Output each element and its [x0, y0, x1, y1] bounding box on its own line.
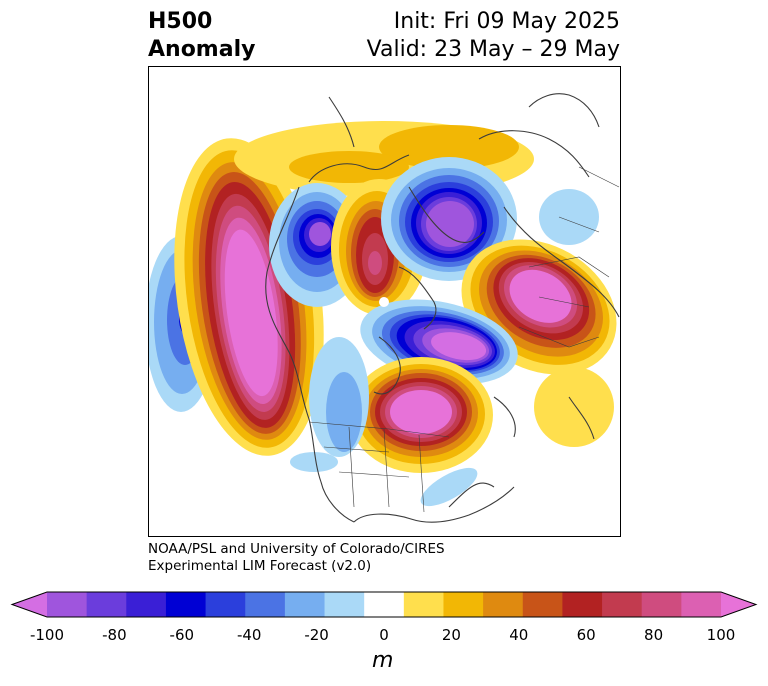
tick-label: 40 [509, 626, 529, 644]
colorbar-bin [245, 592, 286, 617]
colorbar-bin [681, 592, 722, 617]
colorbar-bin [86, 592, 127, 617]
political-borders [308, 166, 620, 513]
tick-label: -60 [169, 626, 195, 644]
colorbar-unit: m [372, 648, 394, 673]
tick-label: 60 [576, 626, 596, 644]
coastlines [265, 93, 620, 523]
colorbar-bin [522, 592, 563, 617]
colorbar-bin [364, 592, 405, 617]
credit-line-1: NOAA/PSL and University of Colorado/CIRE… [148, 541, 445, 557]
colorbar-outline [10, 591, 758, 618]
colorbar-ticks: -100 -80 -60 -40 -20 0 20 40 60 80 100 [0, 626, 768, 646]
anomaly-low-greenland [381, 157, 517, 281]
anomaly-high-atlantic [349, 357, 493, 473]
colorbar-bin [324, 592, 365, 617]
colorbar-bin [602, 592, 643, 617]
anomaly-high-tail [534, 367, 614, 447]
anomaly-low-fringe [539, 189, 599, 245]
colorbar-bin [443, 592, 484, 617]
colorbar-bin [483, 592, 524, 617]
tick-label: 80 [644, 626, 664, 644]
colorbar-bin [641, 592, 682, 617]
colorbar-bin [47, 592, 88, 617]
tick-label: 100 [706, 626, 736, 644]
tick-label: 0 [379, 626, 389, 644]
colorbar-bin [403, 592, 444, 617]
anomaly-map [148, 66, 621, 537]
title-type: Anomaly [148, 37, 256, 62]
colorbar-bin [126, 592, 167, 617]
credit-line-2: Experimental LIM Forecast (v2.0) [148, 558, 372, 574]
tick-label: -40 [236, 626, 262, 644]
colorbar-bin [562, 592, 603, 617]
valid-range: Valid: 23 May – 29 May [366, 37, 620, 62]
colorbar [10, 591, 758, 618]
init-date: Init: Fri 09 May 2025 [393, 9, 620, 34]
tick-label: -20 [304, 626, 329, 644]
colorbar-extend-high [721, 592, 756, 617]
chart-title: H500 Anomaly [148, 8, 255, 64]
tick-label: -80 [102, 626, 127, 644]
credit-text: NOAA/PSL and University of Colorado/CIRE… [148, 541, 445, 575]
colorbar-bin [284, 592, 326, 617]
pole-marker [379, 297, 389, 307]
colorbar-bin [205, 592, 246, 617]
colorbar-extend-low [12, 592, 47, 617]
tick-label: 20 [441, 626, 461, 644]
title-variable: H500 [148, 9, 213, 34]
map-canvas [149, 93, 620, 523]
forecast-dates: Init: Fri 09 May 2025 Valid: 23 May – 29… [367, 8, 620, 64]
colorbar-bin [165, 592, 207, 617]
tick-label: -100 [29, 626, 65, 644]
anomaly-low-southwest [290, 337, 478, 507]
